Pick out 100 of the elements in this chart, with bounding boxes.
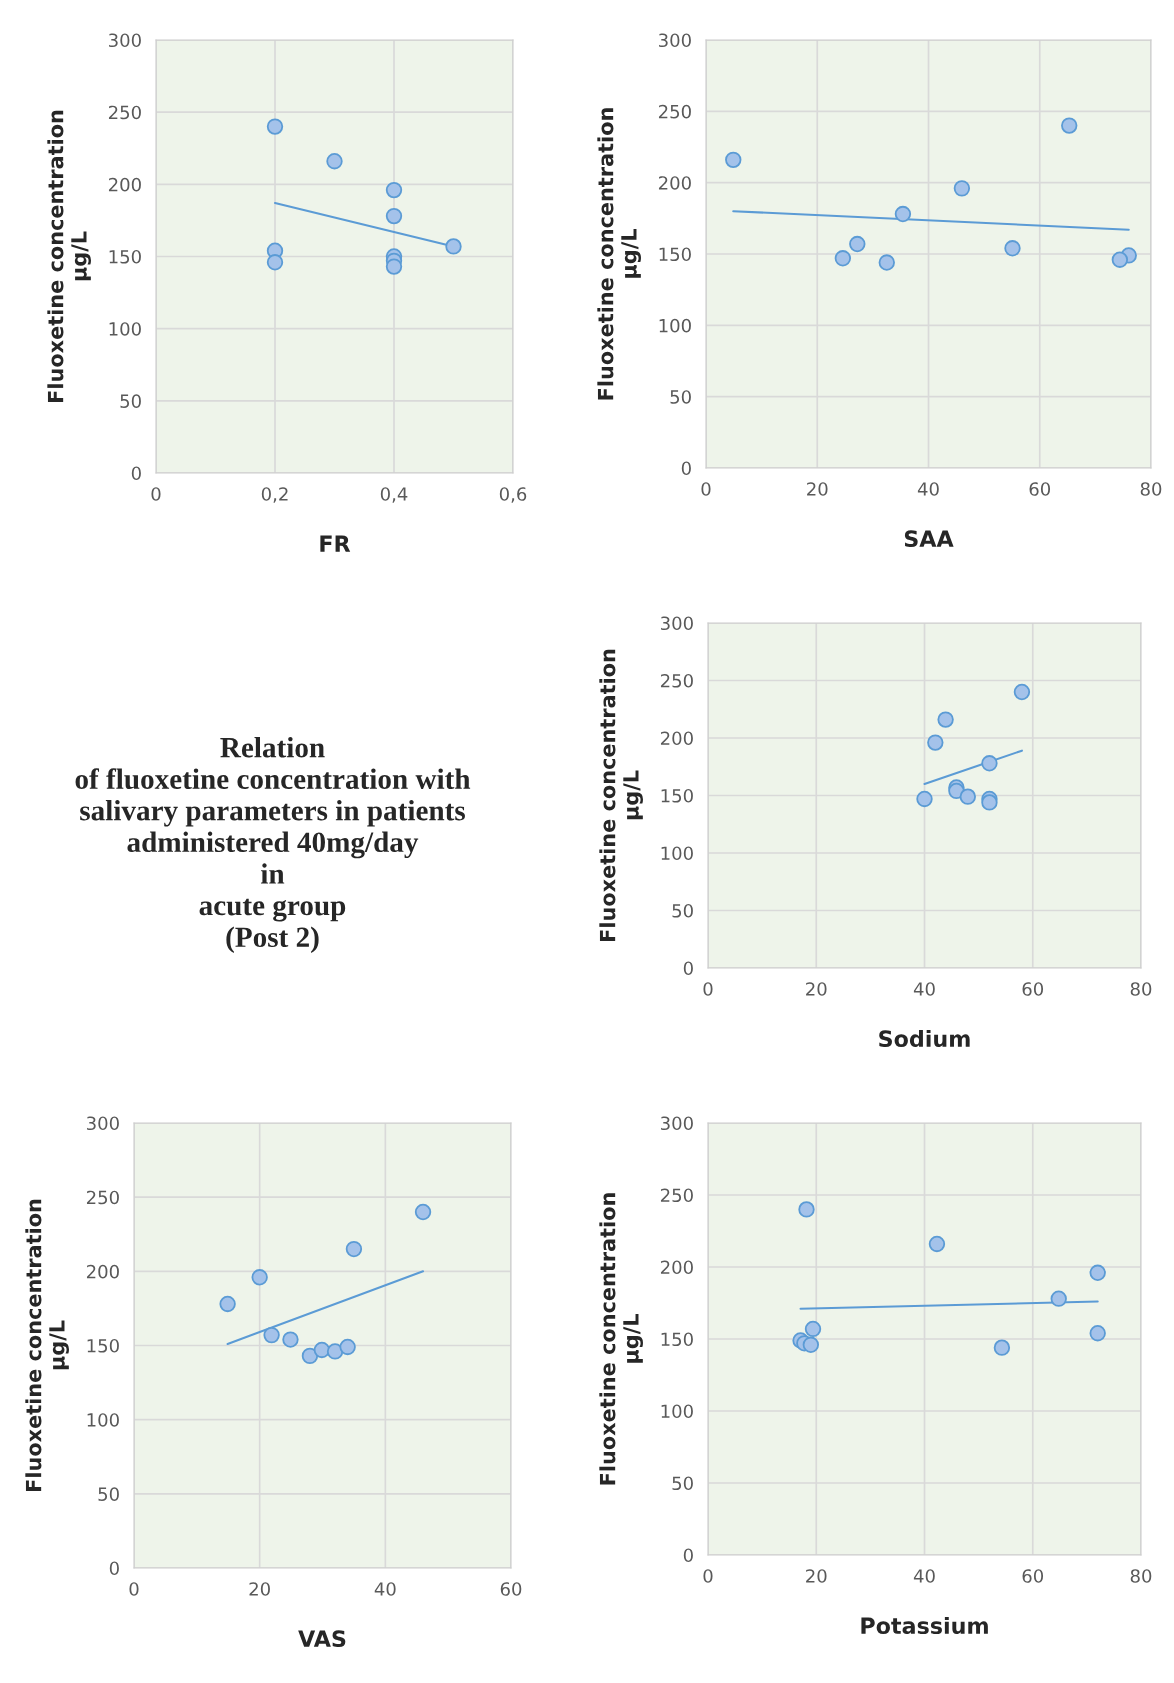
x-tick-label: 0 [703,1569,713,1583]
y-tick-label: 250 [660,673,693,688]
y-tick-label: 100 [661,1404,693,1419]
y-tick-label: 100 [109,322,141,336]
point [1089,1264,1106,1281]
point [266,254,284,271]
x-tick-label: 80 [1140,482,1162,496]
x-axis-title: SAA [904,530,954,548]
y-tick-label: 300 [87,1116,119,1131]
y-tick-label: 200 [660,731,693,746]
point [993,1339,1011,1356]
y-tick-label: 100 [87,1413,119,1427]
point [282,1331,299,1348]
point [725,151,742,169]
y-tick-label: 250 [108,105,141,120]
y-tick-label: 300 [661,616,693,631]
x-tick-label: 60 [1029,482,1051,496]
y-tick-label: 250 [660,1188,693,1203]
point [937,711,954,728]
y-tick-label: 50 [672,1476,693,1491]
y-axis-title: Fluoxetine concentration µg/L [599,1193,643,1485]
y-tick-label: 100 [659,318,691,333]
point [928,1235,946,1253]
x-axis-title: VAS [298,1630,346,1648]
x-tick-label: 60 [1022,982,1044,996]
point [894,205,912,223]
x-tick-label: 20 [806,1569,827,1583]
point [251,1269,268,1286]
y-tick-label: 0 [683,961,693,976]
x-tick-label: 40 [374,1582,396,1596]
x-tick-label: 20 [807,482,828,496]
y-tick-label: 250 [86,1190,119,1205]
point [385,181,403,199]
point [802,1336,820,1353]
y-axis-title: Fluoxetine concentration µg/L [597,108,641,400]
x-tick-label: 80 [1130,982,1152,996]
x-tick-label: 0 [701,482,711,496]
point [219,1295,236,1313]
x-tick-label: 0,4 [380,487,408,503]
x-tick-label: 40 [917,482,939,496]
y-tick-label: 50 [672,903,693,918]
y-tick-label: 150 [661,1332,693,1347]
point [981,755,998,772]
point [916,790,933,808]
x-tick-label: 40 [913,982,935,996]
point [1061,117,1078,134]
x-axis-title: Potassium [861,1616,988,1635]
point [326,1343,344,1360]
y-tick-label: 250 [658,104,691,119]
point [1111,251,1129,268]
point [263,1326,280,1344]
point [1050,1290,1067,1307]
point [301,1347,319,1365]
y-tick-label: 150 [109,249,141,264]
point [798,1201,815,1218]
y-tick-label: 200 [108,177,141,192]
point [849,235,866,253]
point [339,1338,356,1356]
point [385,207,403,225]
point [313,1341,331,1359]
y-tick-label: 100 [661,846,693,861]
y-tick-label: 0 [131,466,141,481]
text: Relation of fluoxetine concentration with salivary parameters in patients administered 40mg/day in acute group (Post 2) [75,736,471,954]
x-tick-label: 40 [913,1569,935,1583]
point [981,794,998,811]
point [1089,1325,1106,1342]
x-tick-label: 0,2 [261,487,288,503]
point [1013,683,1031,701]
y-tick-label: 150 [87,1338,119,1353]
y-tick-label: 300 [659,33,691,48]
point [927,734,944,751]
y-tick-label: 300 [109,33,141,48]
x-tick-label: 0 [703,982,713,996]
point [445,238,462,255]
point [266,118,284,135]
y-tick-label: 0 [681,461,691,476]
y-tick-label: 50 [120,394,141,408]
y-tick-label: 200 [86,1264,119,1279]
point [878,254,895,271]
x-tick-label: 80 [1130,1569,1152,1583]
x-tick-label: 0 [151,487,161,501]
point [414,1203,432,1221]
point [345,1240,363,1258]
y-tick-label: 50 [670,390,691,404]
y-axis-title: Fluoxetine concentration µg/L [47,110,91,402]
y-tick-label: 200 [660,1260,693,1275]
x-tick-label: 20 [249,1582,270,1596]
point [385,258,403,275]
x-axis-title: Sodium [879,1029,970,1048]
x-tick-label: 60 [500,1582,522,1596]
point [834,250,852,267]
y-tick-label: 50 [98,1487,119,1501]
x-axis-title: FR [320,535,351,552]
point [953,180,971,197]
x-tick-label: 20 [806,982,827,996]
y-tick-label: 0 [683,1548,693,1563]
point [804,1320,822,1338]
y-tick-label: 150 [659,247,691,262]
y-tick-label: 150 [661,788,693,803]
point [959,788,976,805]
